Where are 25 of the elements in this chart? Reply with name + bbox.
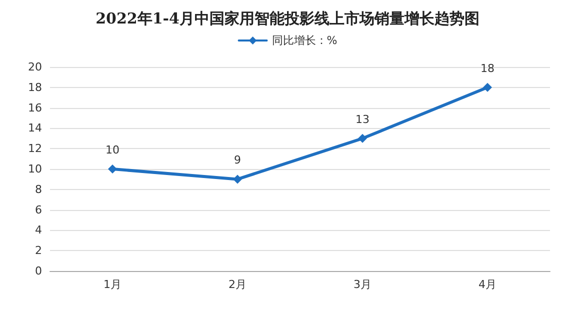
x-tick-label: 3月 bbox=[354, 278, 372, 291]
y-tick-label: 20 bbox=[28, 60, 42, 74]
legend-label: 同比增长：% bbox=[272, 34, 338, 47]
point bbox=[233, 174, 242, 184]
y-tick-label: 4 bbox=[35, 224, 42, 237]
y-tick-label: 16 bbox=[28, 101, 42, 114]
data-label: 10 bbox=[106, 144, 120, 156]
y-tick-label: 8 bbox=[35, 182, 42, 196]
y-tick-label: 14 bbox=[28, 122, 42, 135]
point bbox=[108, 164, 117, 174]
y-tick-label: 2 bbox=[35, 244, 42, 258]
data-label: 13 bbox=[356, 112, 370, 126]
x-tick-label: 4月 bbox=[478, 278, 496, 291]
point bbox=[358, 134, 367, 143]
x-tick-label: 1月 bbox=[104, 278, 122, 291]
point bbox=[483, 82, 492, 92]
chart-title: 2022年1-4月中国家用智能投影线上市场销量增长趋势图 bbox=[96, 10, 480, 28]
y-tick-label: 18 bbox=[28, 80, 42, 94]
y-tick-label: 0 bbox=[35, 264, 42, 278]
y-tick-label: 6 bbox=[35, 203, 42, 216]
y-tick-label: 12 bbox=[28, 142, 42, 156]
x-tick-label: 2月 bbox=[228, 278, 246, 291]
y-tick-label: 10 bbox=[28, 162, 42, 176]
data-label: 9 bbox=[234, 154, 241, 167]
data-label: 18 bbox=[480, 62, 494, 75]
